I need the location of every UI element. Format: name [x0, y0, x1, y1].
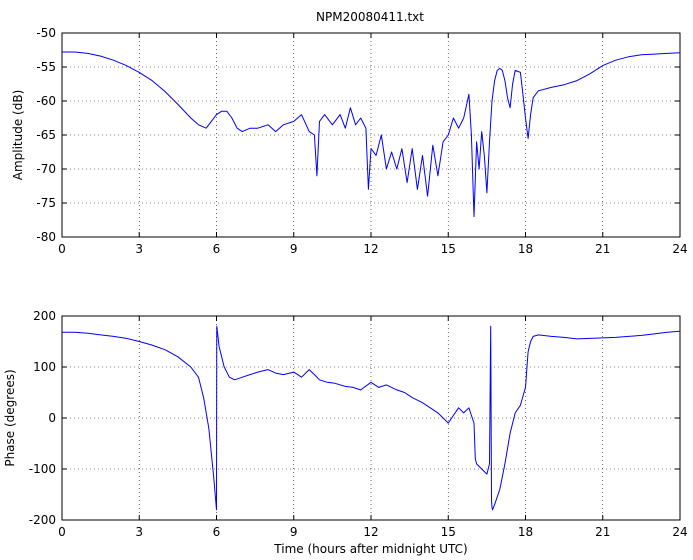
amplitude-series-line	[62, 51, 681, 218]
amplitude-ticks: 0 3 6 9 12 15 18 21 24 -50 -55 -60 -65 -70 -75 -80	[36, 26, 687, 256]
phase-x-tick-label: 18	[518, 525, 533, 539]
phase-x-tick-label: 21	[595, 525, 610, 539]
amplitude-x-tick-label: 12	[363, 242, 378, 256]
amplitude-panel: 0 3 6 9 12 15 18 21 24 -50 -55 -60 -65 -70 -75 -80 Ampl…	[11, 26, 688, 256]
amplitude-y-tick-label: -75	[36, 196, 56, 210]
x-axis-label: Time (hours after midnight UTC)	[273, 542, 467, 556]
phase-y-tick-label: 200	[33, 309, 56, 323]
amplitude-x-tick-label: 3	[135, 242, 143, 256]
amplitude-grid	[62, 33, 680, 237]
phase-x-tick-label: 12	[363, 525, 378, 539]
amplitude-y-tick-label: -80	[36, 230, 56, 244]
phase-y-tick-label: 100	[33, 360, 56, 374]
phase-x-tick-label: 15	[441, 525, 456, 539]
phase-x-tick-label: 6	[213, 525, 221, 539]
amplitude-x-tick-label: 15	[441, 242, 456, 256]
phase-y-axis-label: Phase (degrees)	[3, 369, 17, 466]
amplitude-x-tick-label: 0	[58, 242, 66, 256]
phase-x-tick-label: 3	[135, 525, 143, 539]
phase-y-tick-label: -100	[29, 462, 56, 476]
phase-grid	[62, 316, 680, 520]
phase-x-tick-label: 0	[58, 525, 66, 539]
phase-y-tick-label: 0	[48, 411, 56, 425]
amplitude-y-axis-label: Amplitude (dB)	[11, 90, 25, 181]
phase-x-tick-label: 24	[672, 525, 687, 539]
phase-ticks: 0 3 6 9 12 15 18 21 24 200 100 0 -100 -200	[29, 309, 688, 539]
phase-x-tick-label: 9	[290, 525, 298, 539]
amplitude-y-tick-label: -70	[36, 162, 56, 176]
amplitude-x-tick-label: 6	[213, 242, 221, 256]
phase-panel: 0 3 6 9 12 15 18 21 24 200 100 0 -100 -200 Phase (deg…	[3, 309, 688, 556]
amplitude-x-tick-label: 18	[518, 242, 533, 256]
phase-series-line	[62, 325, 681, 511]
amplitude-x-tick-label: 24	[672, 242, 687, 256]
amplitude-y-tick-label: -65	[36, 128, 56, 142]
amplitude-x-tick-label: 21	[595, 242, 610, 256]
phase-y-tick-label: -200	[29, 513, 56, 527]
chart-title: NPM20080411.txt	[316, 10, 424, 24]
amplitude-x-tick-label: 9	[290, 242, 298, 256]
amplitude-y-tick-label: -60	[36, 94, 56, 108]
amplitude-y-tick-label: -50	[36, 26, 56, 40]
amplitude-y-tick-label: -55	[36, 60, 56, 74]
